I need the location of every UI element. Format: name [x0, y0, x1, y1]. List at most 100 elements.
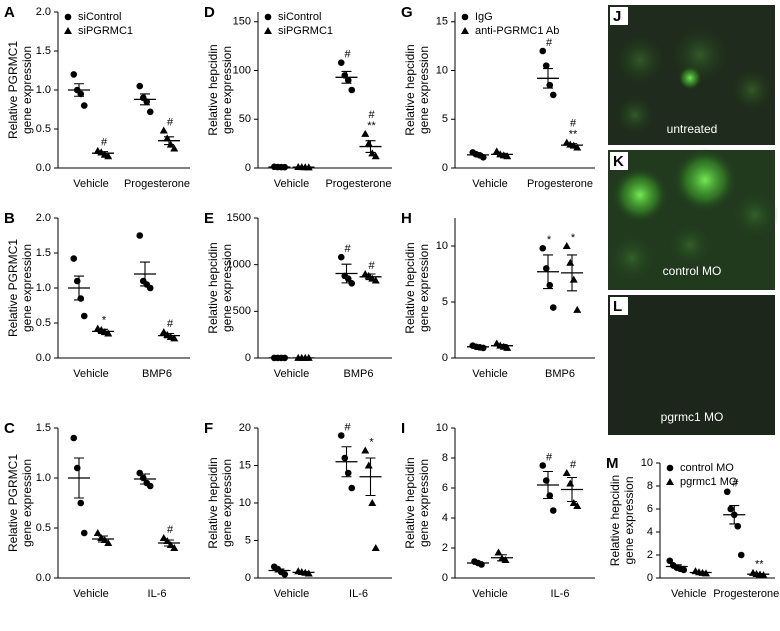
panel-label: J: [613, 8, 621, 25]
circle-point: [77, 499, 85, 507]
circle-point: [734, 522, 742, 530]
panel-label: M: [606, 455, 619, 472]
sem-bar: [543, 470, 553, 500]
y-tick-label: 0.0: [36, 162, 51, 174]
x-tick-label: Vehicle: [73, 368, 108, 380]
sem-bar: [74, 275, 84, 301]
y-tick-label: 0.5: [36, 522, 51, 534]
triangle-point: [104, 329, 113, 337]
y-axis-label: gene expression: [220, 459, 234, 547]
panel-label: C: [4, 420, 15, 437]
x-tick-label: IL-6: [148, 588, 167, 600]
panel-label: B: [4, 210, 15, 227]
significance-mark: #: [344, 243, 351, 255]
triangle-point: [562, 242, 571, 249]
circle-point: [80, 529, 88, 537]
x-tick-label: BMP6: [545, 368, 575, 380]
sem-bar: [274, 568, 285, 573]
significance-mark: *: [102, 315, 107, 327]
y-tick-label: 15: [436, 16, 448, 28]
caption: untreated: [667, 122, 718, 136]
significance-mark: #: [167, 116, 174, 128]
circle-point: [136, 82, 144, 90]
y-tick-label: 2.0: [36, 6, 51, 18]
triangle-point: [566, 258, 575, 266]
y-tick-label: 0: [245, 352, 251, 364]
panel-label: K: [613, 153, 624, 170]
circle-point: [70, 71, 78, 78]
circle-point: [348, 484, 356, 492]
circle-point: [549, 91, 557, 99]
significance-mark: *: [571, 232, 576, 244]
x-tick-label: Vehicle: [671, 588, 706, 600]
circle-point: [546, 81, 554, 89]
circle-point: [337, 253, 345, 261]
legend-marker: [64, 27, 72, 34]
x-tick-label: Vehicle: [472, 368, 507, 380]
y-tick-label: 0.5: [36, 317, 51, 329]
legend-marker: [666, 478, 674, 485]
significance-mark: *: [369, 436, 374, 448]
circle-point: [737, 551, 745, 559]
y-tick-label: 0: [442, 162, 448, 174]
triangle-point: [361, 129, 370, 137]
panel-label: F: [204, 420, 213, 437]
legend-label: IgG: [475, 11, 493, 23]
sem-bar: [497, 554, 507, 562]
circle-point: [549, 304, 557, 311]
circle-point: [136, 232, 144, 239]
sem-bar: [543, 254, 553, 290]
y-tick-label: 10: [436, 64, 448, 76]
legend-marker: [64, 13, 72, 21]
y-tick-label: 4: [647, 526, 653, 538]
panel-label: I: [401, 420, 405, 437]
triangle-point: [361, 446, 370, 454]
circle-point: [348, 86, 356, 94]
significance-mark: #: [570, 118, 577, 130]
significance-mark: #: [368, 109, 375, 121]
caption: control MO: [663, 264, 722, 278]
y-tick-label: 0.5: [36, 123, 51, 135]
x-tick-label: Vehicle: [274, 588, 309, 600]
x-tick-label: BMP6: [142, 368, 172, 380]
x-tick-label: Vehicle: [274, 178, 309, 190]
significance-mark: #: [344, 421, 351, 433]
sem-bar: [140, 261, 150, 287]
triangle-point: [573, 305, 582, 313]
y-tick-label: 0: [245, 572, 251, 584]
circle-point: [546, 281, 554, 289]
sem-bar: [497, 344, 507, 348]
y-axis-label: gene expression: [20, 46, 34, 134]
sem-bar: [365, 273, 376, 281]
sem-bar: [473, 345, 483, 348]
y-tick-label: 2: [442, 542, 448, 554]
y-tick-label: 1.0: [36, 282, 51, 294]
sem-bar: [671, 564, 682, 569]
y-axis-label: gene expression: [20, 459, 34, 547]
sem-bar: [473, 153, 483, 157]
circle-point: [77, 295, 85, 302]
y-tick-label: 1.5: [36, 422, 51, 434]
circle-point: [542, 62, 550, 69]
legend-marker: [666, 464, 674, 472]
x-tick-label: Vehicle: [73, 588, 108, 600]
triangle-point: [104, 152, 113, 160]
legend-label: anti-PGRMC1 Ab: [475, 25, 559, 37]
caption: pgrmc1 MO: [661, 410, 724, 424]
triangle-point: [368, 499, 377, 506]
legend-label: siControl: [278, 11, 321, 23]
panel-label: L: [613, 298, 622, 315]
sem-bar: [98, 328, 108, 335]
circle-point: [727, 505, 735, 513]
triangle-point: [104, 539, 113, 546]
legend-label: siControl: [78, 11, 121, 23]
circle-point: [146, 108, 154, 116]
triangle-point: [566, 479, 575, 487]
circle-point: [344, 469, 352, 477]
triangle-point: [371, 276, 380, 284]
triangle-point: [170, 144, 179, 152]
y-axis-label: Relative hepcidin: [206, 242, 220, 333]
circle-point: [337, 432, 345, 439]
triangle-point: [569, 499, 578, 506]
sem-bar: [365, 140, 376, 153]
